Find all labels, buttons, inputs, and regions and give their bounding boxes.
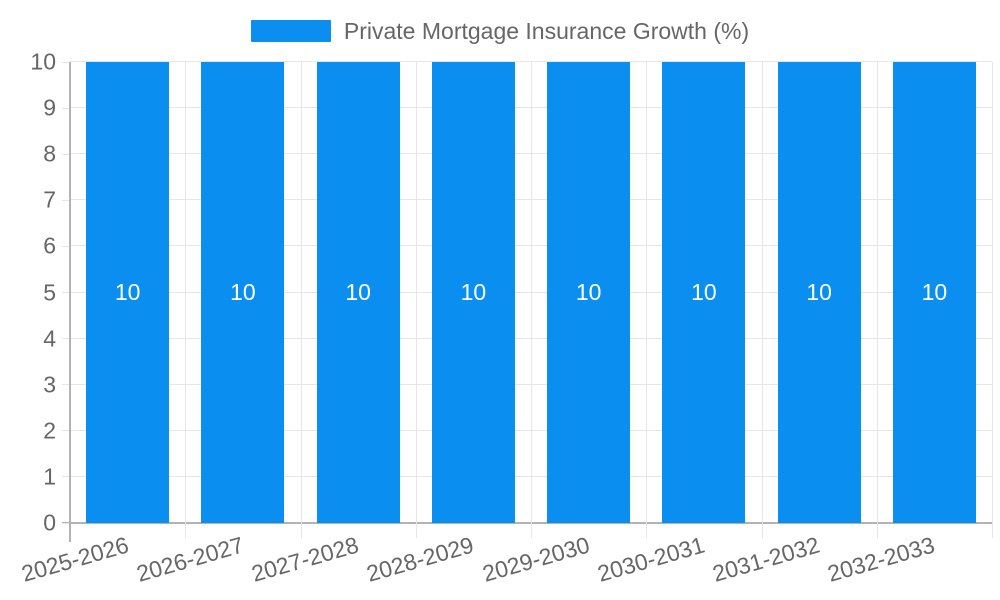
y-axis-label: 8 — [43, 140, 56, 167]
x-gridline — [876, 62, 878, 523]
x-gridline — [185, 62, 187, 523]
y-tick-mark — [62, 245, 70, 247]
x-tick-mark — [646, 523, 648, 538]
y-tick-mark — [62, 61, 70, 63]
y-tick-mark — [62, 153, 70, 155]
x-gridline — [415, 62, 417, 523]
bar[interactable]: 10 — [86, 62, 170, 523]
bar-value-label: 10 — [114, 279, 141, 305]
x-tick-mark — [415, 523, 417, 538]
bar[interactable]: 10 — [892, 62, 976, 523]
x-axis-label: 2026-2027 — [133, 531, 247, 587]
x-gridline — [531, 62, 532, 523]
y-tick-mark — [62, 522, 70, 524]
x-axis-label: 2032-2033 — [824, 531, 938, 587]
bar-value-label: 10 — [921, 279, 948, 305]
bar[interactable]: 10 — [201, 62, 285, 523]
y-axis-label: 1 — [43, 463, 56, 490]
x-tick-mark — [300, 523, 302, 538]
bar[interactable]: 10 — [777, 62, 861, 523]
y-tick-mark — [62, 384, 70, 386]
x-gridline — [69, 62, 71, 523]
x-tick-mark — [761, 523, 763, 538]
bar-value-label: 10 — [575, 279, 602, 305]
x-tick-mark — [69, 523, 71, 542]
y-axis-label: 3 — [43, 371, 56, 398]
bar-value-label: 10 — [345, 279, 371, 305]
bar-value-label: 10 — [806, 279, 832, 305]
x-gridline — [300, 62, 302, 523]
y-axis-label: 2 — [43, 417, 56, 444]
legend[interactable]: Private Mortgage Insurance Growth (%) — [0, 18, 1000, 44]
bar[interactable]: 10 — [662, 62, 746, 523]
bar[interactable]: 10 — [316, 62, 400, 523]
x-tick-mark — [185, 523, 187, 538]
bar-value-label: 10 — [230, 279, 256, 305]
x-gridline — [992, 62, 993, 523]
x-axis-label: 2027-2028 — [248, 531, 362, 587]
x-tick-mark — [531, 523, 532, 538]
y-tick-mark — [62, 107, 70, 109]
bar[interactable]: 10 — [431, 62, 515, 523]
plot-area: 0 1 2 3 4 5 6 7 8 9 10 10 2025-2026 10 2026-2027 1… — [18, 50, 993, 587]
x-axis-label: 2029-2030 — [479, 531, 593, 587]
bar-value-label: 10 — [691, 279, 717, 305]
x-axis-label: 2031-2032 — [709, 531, 823, 587]
x-axis-label: 2025-2026 — [18, 531, 132, 587]
y-gridline — [70, 61, 992, 62]
y-axis-label: 7 — [43, 186, 56, 213]
y-tick-mark — [62, 476, 70, 478]
y-axis-label: 10 — [30, 48, 56, 75]
y-tick-mark — [62, 292, 70, 293]
y-axis-label: 0 — [43, 509, 56, 536]
x-tick-mark — [992, 523, 993, 538]
x-tick-mark — [876, 523, 878, 538]
y-tick-mark — [62, 199, 70, 201]
bar-value-label: 10 — [460, 279, 487, 305]
y-axis-label: 9 — [43, 94, 56, 121]
x-gridline — [646, 62, 648, 523]
y-axis-label: 6 — [43, 232, 56, 259]
y-gridline — [62, 522, 992, 524]
legend-swatch-icon — [250, 20, 331, 42]
legend-label: Private Mortgage Insurance Growth (%) — [343, 18, 750, 44]
y-axis-label: 5 — [43, 279, 56, 305]
x-gridline — [761, 62, 763, 523]
x-axis-label: 2030-2031 — [594, 531, 708, 587]
x-axis-label: 2028-2029 — [363, 531, 477, 587]
bar[interactable]: 10 — [547, 62, 631, 523]
y-axis-label: 4 — [43, 325, 56, 352]
y-tick-mark — [62, 430, 70, 432]
y-tick-mark — [62, 338, 70, 340]
